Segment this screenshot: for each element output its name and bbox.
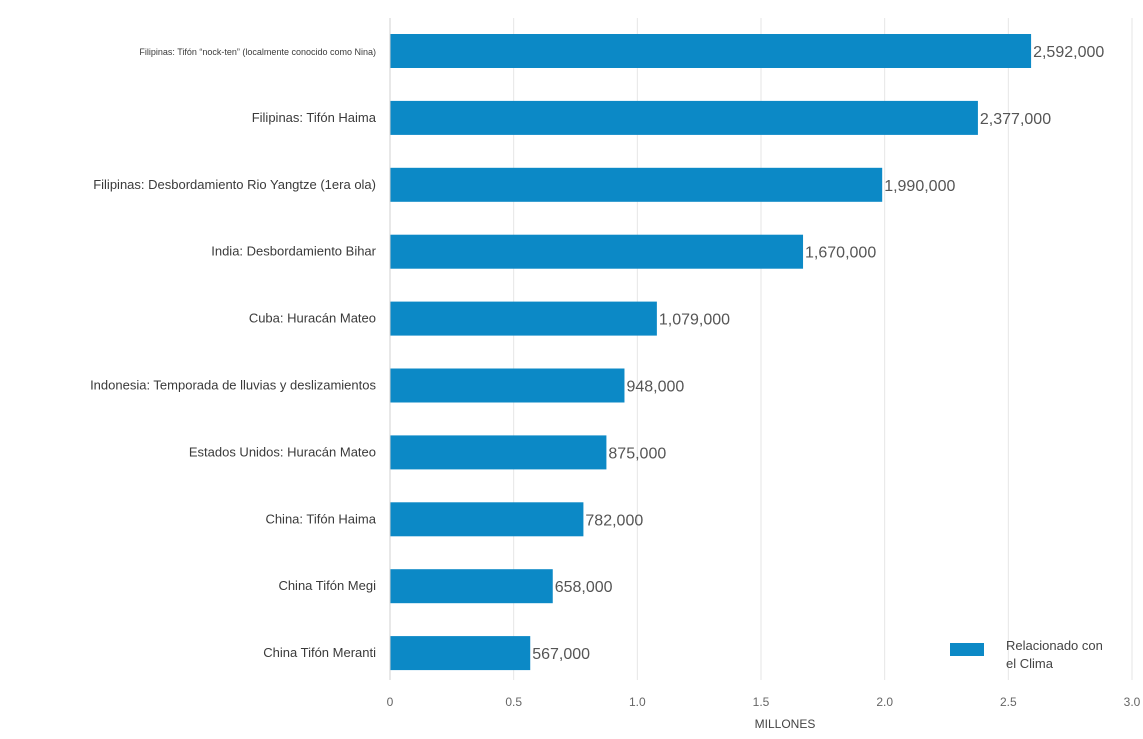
x-tick-label: 0.5 [505, 695, 522, 709]
bar [390, 34, 1032, 68]
category-label: China Tifón Meranti [263, 645, 376, 660]
x-axis-title: MILLONES [755, 717, 816, 731]
data-label: 1,670,000 [805, 245, 876, 262]
category-label: Indonesia: Temporada de lluvias y desliz… [90, 378, 376, 393]
x-tick-label: 3.0 [1124, 695, 1141, 709]
x-tick-label: 0 [387, 695, 394, 709]
legend-swatch [950, 643, 984, 656]
legend-label: Relacionado con [1006, 638, 1103, 653]
bar [390, 435, 607, 470]
bar [390, 569, 553, 604]
x-tick-label: 1.5 [753, 695, 770, 709]
category-label: Estados Unidos: Huracán Mateo [189, 444, 376, 459]
x-tick-label: 1.0 [629, 695, 646, 709]
category-label: Filipinas: Tifón Haima [252, 110, 377, 125]
bar [390, 636, 531, 671]
x-tick-label: 2.5 [1000, 695, 1017, 709]
category-label: Filipinas: Desbordamiento Rio Yangtze (1… [93, 177, 376, 192]
data-label: 658,000 [555, 579, 613, 596]
bar [390, 234, 804, 269]
data-label: 2,377,000 [980, 111, 1051, 128]
bar [390, 301, 657, 336]
data-label: 2,592,000 [1033, 44, 1104, 61]
category-label: China Tifón Megi [278, 578, 376, 593]
bar [390, 100, 978, 135]
data-label: 1,990,000 [884, 178, 955, 195]
category-label: Filipinas: Tifón “nock-ten” (localmente … [139, 47, 376, 57]
data-label: 782,000 [585, 512, 643, 529]
bar [390, 502, 584, 537]
category-label: China: Tifón Haima [265, 511, 376, 526]
category-label: Cuba: Huracán Mateo [249, 311, 376, 326]
data-label: 875,000 [608, 445, 666, 462]
category-label: India: Desbordamiento Bihar [211, 244, 376, 259]
x-tick-label: 2.0 [876, 695, 893, 709]
data-label: 567,000 [532, 646, 590, 663]
data-label: 948,000 [626, 379, 684, 396]
legend-label: el Clima [1006, 656, 1054, 671]
bar [390, 368, 625, 403]
data-label: 1,079,000 [659, 312, 730, 329]
bar [390, 167, 883, 202]
